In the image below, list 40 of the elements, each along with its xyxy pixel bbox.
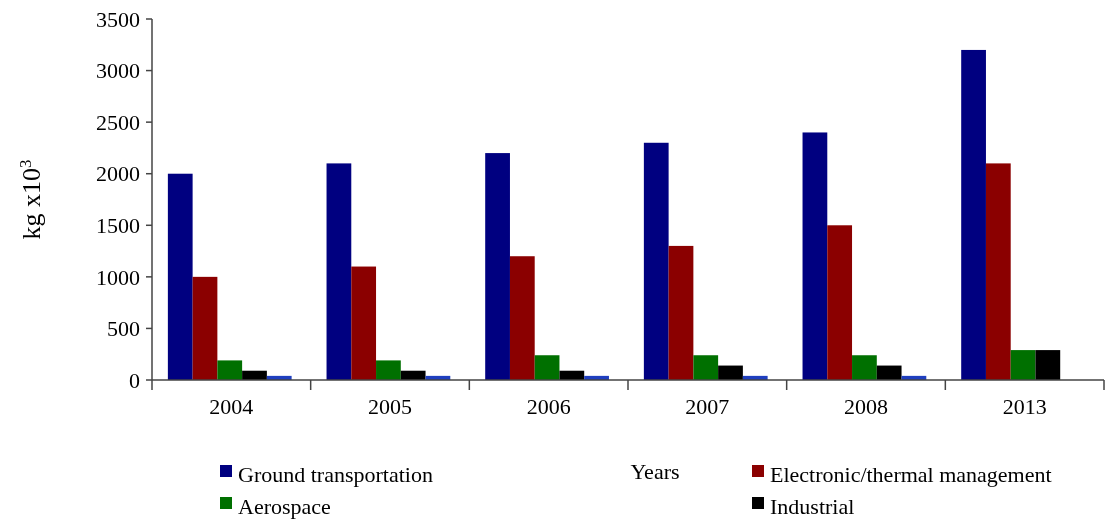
- bar: [693, 355, 719, 380]
- y-tick-label: 3000: [96, 58, 140, 84]
- bar: [668, 245, 694, 380]
- bar: [534, 355, 560, 380]
- bar: [1035, 350, 1061, 380]
- x-tick-label: 2007: [685, 394, 730, 419]
- bar: [167, 173, 193, 380]
- y-tick-label: 1500: [96, 212, 140, 238]
- bar: [217, 360, 243, 380]
- bar: [326, 163, 352, 380]
- legend-label: Electronic/thermal management: [770, 461, 1052, 487]
- legend-label: Ground transportation: [238, 461, 433, 487]
- y-tick-label: 2000: [96, 161, 140, 187]
- bar: [852, 355, 877, 380]
- bar: [876, 365, 902, 380]
- bar: [985, 163, 1011, 380]
- bar: [718, 365, 743, 380]
- y-tick-label: 1000: [96, 264, 140, 290]
- bar: [376, 360, 401, 380]
- x-axis-title: Years: [630, 459, 680, 484]
- y-tick-label: 500: [107, 316, 140, 342]
- bar: [961, 49, 986, 380]
- bar: [509, 256, 535, 380]
- bar: [802, 132, 828, 380]
- x-tick-label: 2013: [1002, 394, 1047, 419]
- x-tick-label: 2004: [209, 394, 254, 419]
- legend-label: Industrial: [770, 493, 855, 519]
- bar: [192, 276, 218, 380]
- y-tick-label: 3500: [96, 6, 140, 32]
- bar: [827, 225, 853, 380]
- x-tick-label: 2005: [368, 394, 412, 419]
- y-tick-label: 0: [129, 367, 140, 393]
- x-tick-label: 2008: [844, 394, 888, 419]
- x-tick-label: 2006: [526, 394, 571, 419]
- legend-label: Aerospace: [238, 493, 331, 519]
- bar: [643, 142, 669, 380]
- bar: [485, 153, 510, 380]
- bar: [351, 266, 377, 380]
- bar: [1010, 350, 1036, 380]
- y-tick-label: 2500: [96, 109, 140, 135]
